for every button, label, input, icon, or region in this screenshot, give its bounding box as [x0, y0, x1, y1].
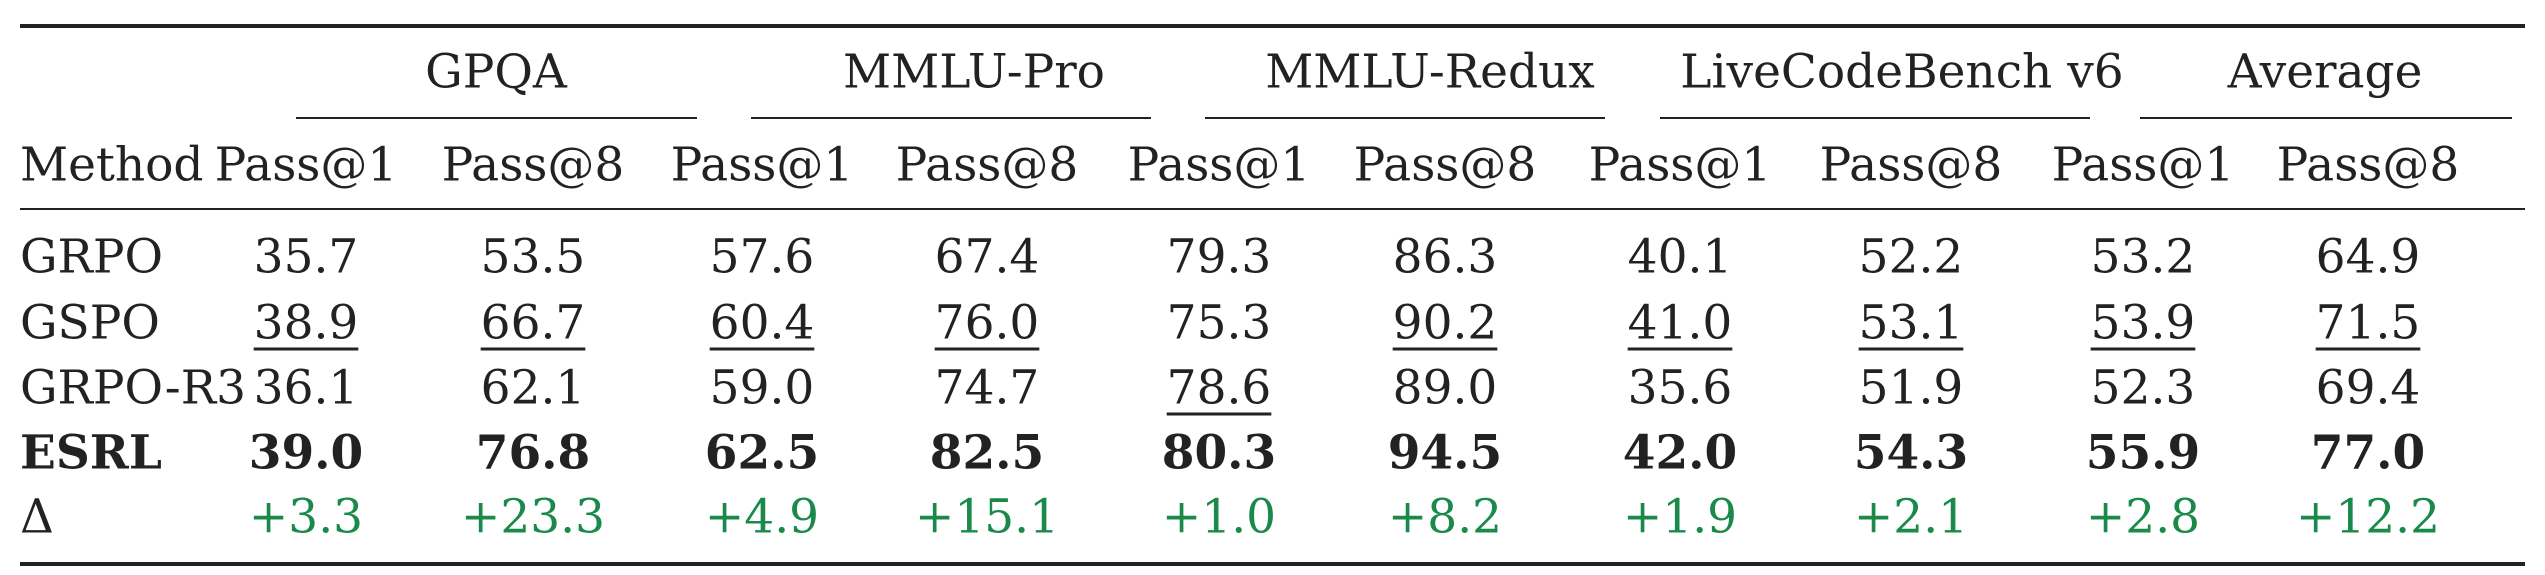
table-cell: +2.8 [2085, 489, 2201, 545]
table-cell: +2.1 [1853, 489, 1969, 545]
table-cell: +12.2 [2295, 489, 2441, 545]
group-underline [2140, 117, 2512, 119]
group-underline [1660, 117, 2090, 119]
table-cell: +3.3 [248, 489, 364, 545]
table-cell: 36.1 [253, 360, 359, 416]
table-cell: 35.7 [253, 229, 359, 285]
table-cell: 90.2 [1392, 295, 1498, 351]
metric-header: Pass@1 [1588, 137, 1772, 193]
table-cell: +1.9 [1622, 489, 1738, 545]
bottom-rule [20, 562, 2525, 566]
top-rule [20, 24, 2525, 28]
table-cell: 52.2 [1858, 229, 1964, 285]
group-header: GPQA [425, 44, 567, 100]
table-cell: 51.9 [1858, 360, 1964, 416]
table-cell: +4.9 [704, 489, 820, 545]
group-header: Average [2227, 44, 2423, 100]
table-cell: 75.3 [1166, 295, 1272, 351]
row-method: GSPO [20, 295, 160, 351]
row-method: GRPO-R3 [20, 360, 246, 416]
metric-header: Pass@8 [1819, 137, 2003, 193]
group-header: MMLU-Redux [1265, 44, 1595, 100]
group-underline [1205, 117, 1605, 119]
metric-header: Pass@1 [1127, 137, 1311, 193]
table-cell: 89.0 [1392, 360, 1498, 416]
table-cell: 71.5 [2315, 295, 2421, 351]
metric-header: Pass@1 [2051, 137, 2235, 193]
metric-header: Pass@8 [1353, 137, 1537, 193]
table-cell: 86.3 [1392, 229, 1498, 285]
table-cell: 74.7 [934, 360, 1040, 416]
table-cell: 41.0 [1627, 295, 1733, 351]
table-cell: 62.1 [480, 360, 586, 416]
method-header: Method [20, 137, 204, 193]
table-cell: 39.0 [248, 425, 364, 481]
metric-header: Pass@8 [441, 137, 625, 193]
table-cell: 40.1 [1627, 229, 1733, 285]
group-underline [751, 117, 1151, 119]
table-cell: 53.1 [1858, 295, 1964, 351]
table-cell: 53.5 [480, 229, 586, 285]
table-cell: 35.6 [1627, 360, 1733, 416]
table-cell: 77.0 [2310, 425, 2426, 481]
table-cell: 57.6 [709, 229, 815, 285]
row-method: Δ [20, 489, 54, 545]
table-cell: 53.9 [2090, 295, 2196, 351]
table-cell: +23.3 [460, 489, 606, 545]
table-cell: 53.2 [2090, 229, 2196, 285]
group-underline [296, 117, 697, 119]
table-cell: 59.0 [709, 360, 815, 416]
group-header: LiveCodeBench v6 [1680, 44, 2124, 100]
table-cell: +1.0 [1161, 489, 1277, 545]
metric-header: Pass@1 [670, 137, 854, 193]
table-cell: 79.3 [1166, 229, 1272, 285]
row-method: ESRL [20, 425, 162, 481]
table-cell: 67.4 [934, 229, 1040, 285]
metric-header: Pass@1 [214, 137, 398, 193]
header-rule [20, 208, 2525, 210]
table-cell: 94.5 [1387, 425, 1503, 481]
metric-header: Pass@8 [895, 137, 1079, 193]
table-cell: 80.3 [1161, 425, 1277, 481]
row-method: GRPO [20, 229, 164, 285]
table-cell: 42.0 [1622, 425, 1738, 481]
table-cell: 78.6 [1166, 360, 1272, 416]
table-cell: 52.3 [2090, 360, 2196, 416]
table-cell: 64.9 [2315, 229, 2421, 285]
table-cell: 76.8 [475, 425, 591, 481]
table-cell: 60.4 [709, 295, 815, 351]
table-cell: 82.5 [929, 425, 1045, 481]
table-cell: 76.0 [934, 295, 1040, 351]
table-cell: 38.9 [253, 295, 359, 351]
table-cell: +15.1 [914, 489, 1060, 545]
table-cell: 69.4 [2315, 360, 2421, 416]
table-cell: 66.7 [480, 295, 586, 351]
table-cell: 54.3 [1853, 425, 1969, 481]
table-cell: 55.9 [2085, 425, 2201, 481]
metric-header: Pass@8 [2276, 137, 2460, 193]
table-cell: +8.2 [1387, 489, 1503, 545]
table-cell: 62.5 [704, 425, 820, 481]
group-header: MMLU-Pro [843, 44, 1105, 100]
